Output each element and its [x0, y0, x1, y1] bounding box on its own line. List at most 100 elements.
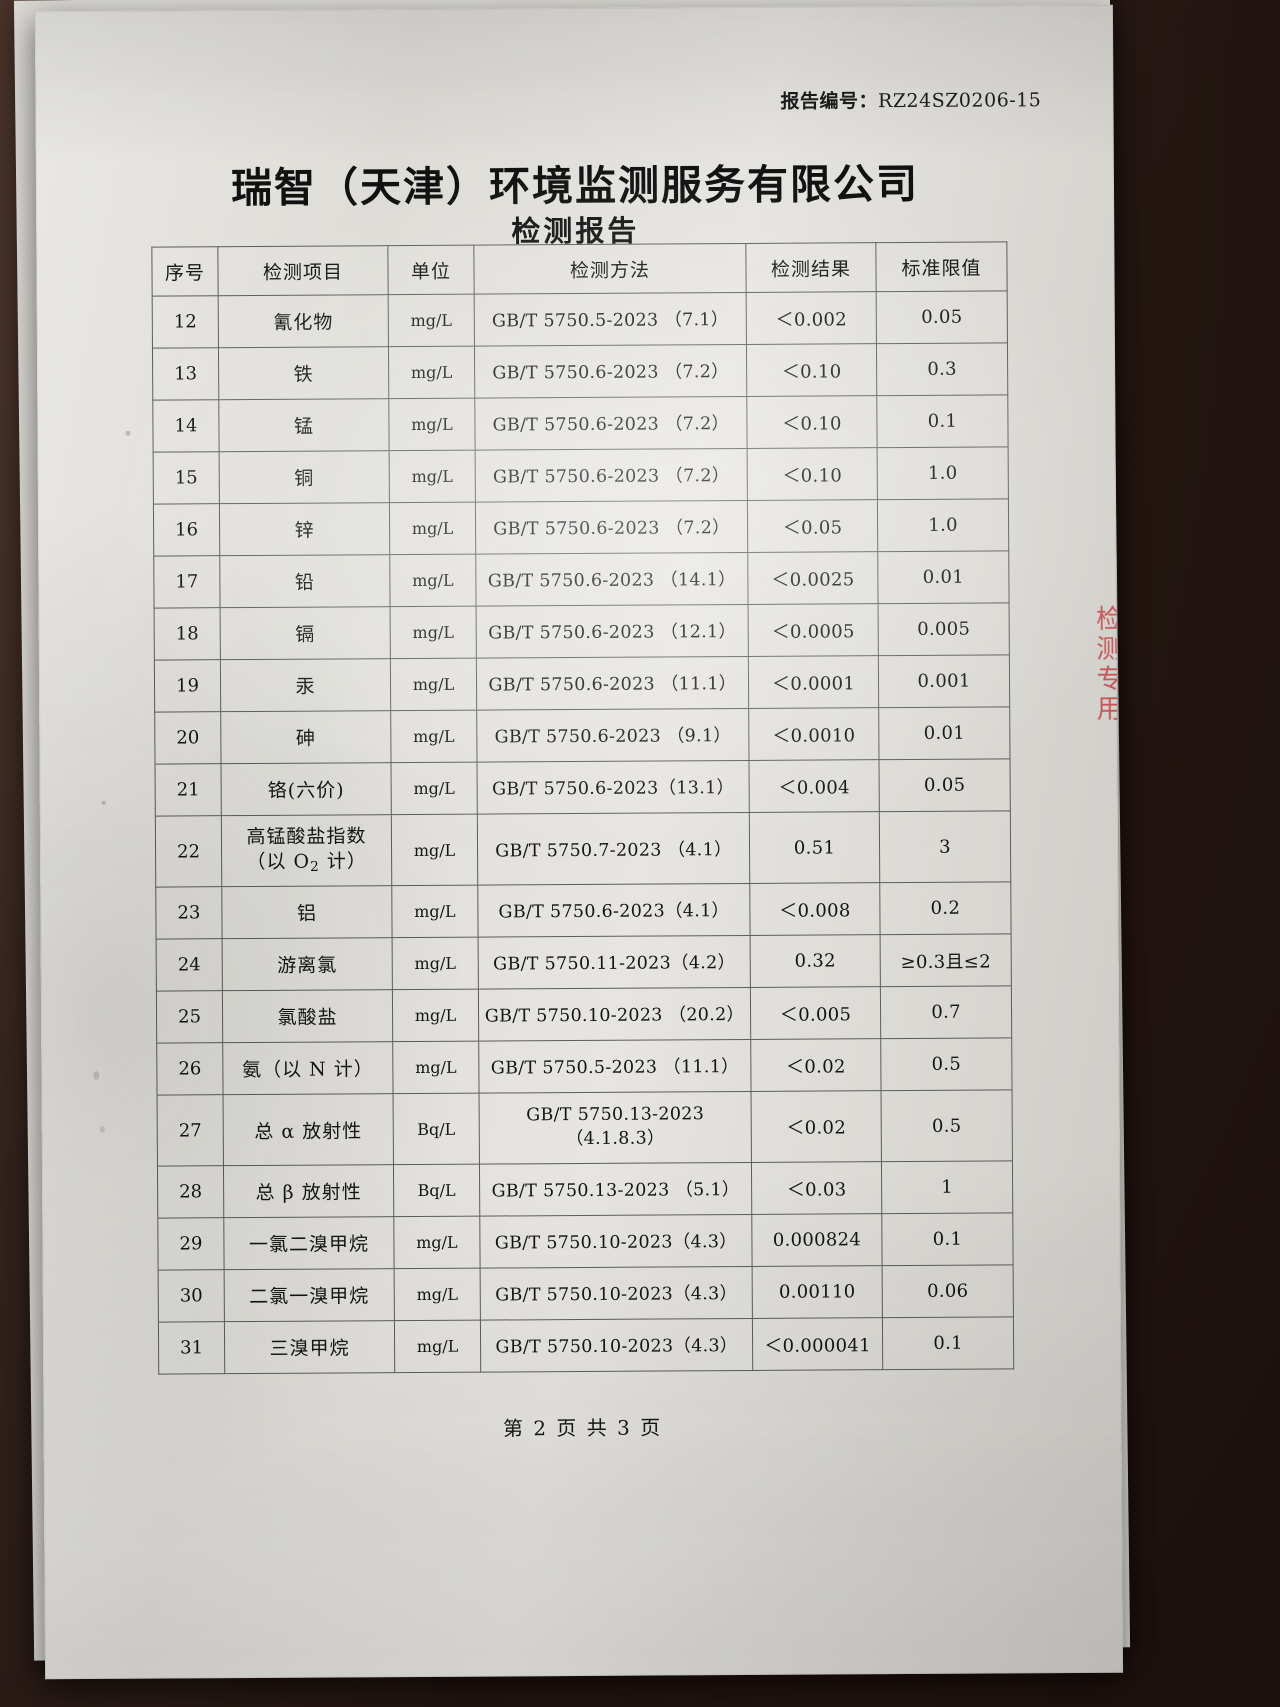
page-footer: 第 2 页 共 3 页	[502, 1415, 663, 1441]
table-row: 23 铝 mg/L GB/T 5750.6-2023（4.1） ＜0.008 0.2	[155, 881, 1012, 940]
cell-unit: mg/L	[388, 294, 475, 347]
table-row: 30 二氯一溴甲烷 mg/L GB/T 5750.10-2023（4.3） 0.0011…	[158, 1264, 1014, 1323]
cell-test-item: 砷	[220, 710, 392, 764]
cell-unit: mg/L	[389, 554, 477, 607]
cell-standard-limit: 3	[879, 810, 1011, 883]
cell-standard-limit: 0.2	[879, 881, 1012, 935]
cell-test-result: ＜0.10	[746, 395, 878, 449]
cell-test-item: 铅	[219, 554, 391, 608]
cell-sequence-number: 21	[155, 763, 222, 817]
cell-test-method: GB/T 5750.6-2023（4.1）	[477, 883, 751, 938]
cell-unit: mg/L	[390, 606, 477, 659]
cell-test-result: ＜0.03	[751, 1161, 882, 1215]
cell-test-method: GB/T 5750.10-2023（4.3）	[479, 1214, 753, 1269]
cell-unit: mg/L	[390, 658, 477, 711]
table-row: 24 游离氯 mg/L GB/T 5750.11-2023（4.2） 0.32 ≥0.3且…	[156, 933, 1012, 992]
cell-sequence-number: 30	[158, 1269, 225, 1323]
cell-test-item: 锌	[219, 502, 390, 556]
cell-test-item: 铬(六价)	[221, 762, 392, 816]
cell-test-result: ＜0.008	[749, 882, 881, 936]
page-content: 报告编号：RZ24SZ0206-15 瑞智（天津）环境监测服务有限公司 检测报告…	[35, 5, 1123, 1680]
cell-test-item: 高锰酸盐指数 （以 O2 计）	[221, 814, 392, 887]
cell-standard-limit: 0.3	[876, 342, 1008, 396]
table-body: 12 氰化物 mg/L GB/T 5750.5-2023 （7.1） ＜0.002 0.0…	[152, 290, 1014, 1375]
cell-sequence-number: 31	[158, 1321, 225, 1375]
header-no: 序号	[151, 246, 219, 297]
cell-sequence-number: 12	[152, 295, 219, 349]
cell-sequence-number: 15	[153, 451, 220, 505]
cell-unit: mg/L	[390, 710, 478, 763]
cell-unit: mg/L	[391, 814, 478, 886]
cell-test-method: GB/T 5750.6-2023 （7.2）	[474, 344, 747, 399]
cell-sequence-number: 28	[157, 1165, 224, 1219]
cell-test-result: ＜0.005	[750, 986, 881, 1040]
cell-test-method: GB/T 5750.6-2023 （7.2）	[474, 396, 748, 451]
cell-sequence-number: 18	[154, 607, 221, 661]
cell-test-result: ＜0.02	[751, 1090, 882, 1163]
cell-sequence-number: 27	[157, 1094, 224, 1167]
table-row: 27 总 α 放射性 Bq/L GB/T 5750.13-2023 （4.1.8.3）＜…	[157, 1089, 1013, 1167]
table-row: 19 汞 mg/L GB/T 5750.6-2023 （11.1） ＜0.0001 0.0…	[154, 654, 1010, 713]
cell-test-method: GB/T 5750.13-2023 （4.1.8.3）	[479, 1091, 752, 1165]
cell-test-item: 汞	[220, 658, 391, 712]
cell-sequence-number: 17	[153, 555, 221, 609]
paper-speck	[99, 1125, 105, 1133]
cell-test-result: 0.000824	[751, 1213, 883, 1267]
cell-test-method: GB/T 5750.10-2023 （20.2）	[478, 987, 751, 1042]
table-row: 22 高锰酸盐指数 （以 O2 计） mg/L GB/T 5750.7-2023 （4.…	[155, 810, 1011, 888]
cell-test-result: ＜0.002	[746, 291, 877, 345]
cell-test-item: 氨（以 N 计）	[222, 1041, 394, 1095]
table-row: 26 氨（以 N 计） mg/L GB/T 5750.5-2023 （11.1） ＜0.…	[156, 1037, 1013, 1096]
cell-test-method: GB/T 5750.13-2023 （5.1）	[479, 1162, 752, 1217]
report-page: 报告编号：RZ24SZ0206-15 瑞智（天津）环境监测服务有限公司 检测报告…	[34, 4, 1124, 1680]
cell-test-result: ＜0.0025	[747, 551, 879, 605]
report-number: 报告编号：RZ24SZ0206-15	[780, 85, 1041, 114]
cell-test-result: ＜0.000041	[752, 1317, 883, 1371]
cell-unit: mg/L	[388, 346, 475, 399]
cell-standard-limit: 0.01	[878, 706, 1011, 760]
cell-standard-limit: 0.01	[877, 550, 1010, 604]
cell-test-result: ＜0.10	[747, 447, 878, 501]
table-row: 29 一氯二溴甲烷 mg/L GB/T 5750.10-2023（4.3） 0.0008…	[157, 1212, 1014, 1271]
cell-test-item: 游离氯	[222, 937, 393, 991]
cell-test-item: 铁	[218, 346, 389, 400]
table-row: 25 氯酸盐 mg/L GB/T 5750.10-2023 （20.2） ＜0.005 0…	[156, 985, 1012, 1044]
cell-test-method: GB/T 5750.6-2023 （14.1）	[475, 552, 749, 607]
table-row: 12 氰化物 mg/L GB/T 5750.5-2023 （7.1） ＜0.002 0.0…	[152, 290, 1008, 349]
cell-test-method: GB/T 5750.6-2023 （11.1）	[476, 656, 749, 711]
cell-test-result: ＜0.0001	[748, 655, 879, 709]
table-row: 20 砷 mg/L GB/T 5750.6-2023 （9.1） ＜0.0010 0.01	[154, 706, 1011, 765]
table-row: 16 锌 mg/L GB/T 5750.6-2023 （7.2） ＜0.05 1.0	[153, 498, 1009, 557]
cell-test-method: GB/T 5750.5-2023 （11.1）	[478, 1039, 752, 1094]
test-results-table: 序号 检测项目 单位 检测方法 检测结果 标准限值 12 氰化物 mg/L GB/T …	[151, 241, 1015, 1375]
report-number-value: RZ24SZ0206-15	[877, 89, 1042, 113]
cell-standard-limit: 0.1	[876, 394, 1009, 448]
table-row: 13 铁 mg/L GB/T 5750.6-2023 （7.2） ＜0.10 0.3	[152, 342, 1008, 401]
cell-test-result: ＜0.05	[747, 499, 878, 553]
paper-speck	[125, 430, 131, 436]
cell-unit: mg/L	[389, 450, 476, 503]
cell-test-result: ＜0.0010	[748, 707, 880, 761]
cell-sequence-number: 14	[152, 399, 220, 453]
cell-test-item: 氯酸盐	[222, 989, 393, 1043]
cell-test-method: GB/T 5750.6-2023 （7.2）	[475, 448, 748, 503]
header-unit: 单位	[387, 245, 475, 295]
cell-test-item: 总 β 放射性	[223, 1164, 394, 1218]
cell-unit: mg/L	[391, 762, 478, 815]
cell-test-result: ＜0.02	[750, 1038, 882, 1092]
cell-test-item: 铜	[219, 450, 390, 504]
cell-test-method: GB/T 5750.10-2023（4.3）	[480, 1318, 753, 1373]
cell-test-result: ＜0.0005	[748, 603, 879, 657]
cell-unit: mg/L	[388, 398, 476, 451]
cell-standard-limit: 0.005	[878, 602, 1010, 656]
cell-sequence-number: 29	[157, 1217, 225, 1271]
cell-test-item: 氰化物	[218, 294, 389, 348]
cell-unit: mg/L	[392, 937, 479, 990]
cell-standard-limit: 1.0	[877, 498, 1009, 552]
cell-unit: mg/L	[393, 1216, 481, 1269]
header-method: 检测方法	[473, 243, 747, 295]
cell-standard-limit: 0.5	[881, 1089, 1013, 1162]
table-row: 28 总 β 放射性 Bq/L GB/T 5750.13-2023 （5.1） ＜0.0…	[157, 1160, 1013, 1219]
cell-unit: mg/L	[391, 885, 479, 938]
cell-test-method: GB/T 5750.6-2023 （7.2）	[475, 500, 748, 555]
